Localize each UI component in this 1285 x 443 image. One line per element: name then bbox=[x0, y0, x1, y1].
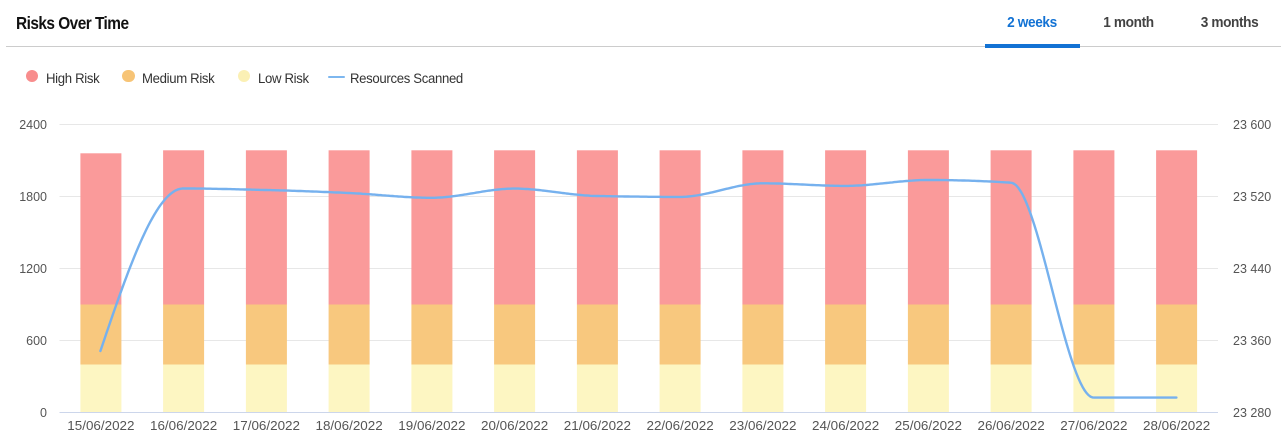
svg-text:17/06/2022: 17/06/2022 bbox=[233, 418, 300, 433]
svg-text:24/06/2022: 24/06/2022 bbox=[812, 418, 879, 433]
svg-text:15/06/2022: 15/06/2022 bbox=[67, 418, 134, 433]
svg-text:23 600: 23 600 bbox=[1233, 118, 1271, 132]
svg-text:26/06/2022: 26/06/2022 bbox=[978, 418, 1045, 433]
svg-text:19/06/2022: 19/06/2022 bbox=[398, 418, 465, 433]
svg-text:23 280: 23 280 bbox=[1233, 406, 1271, 420]
svg-text:2400: 2400 bbox=[19, 118, 47, 132]
svg-text:1800: 1800 bbox=[19, 190, 47, 204]
svg-text:28/06/2022: 28/06/2022 bbox=[1143, 418, 1210, 433]
svg-text:27/06/2022: 27/06/2022 bbox=[1060, 418, 1127, 433]
svg-text:23 360: 23 360 bbox=[1233, 334, 1271, 348]
svg-text:600: 600 bbox=[26, 334, 47, 348]
svg-text:16/06/2022: 16/06/2022 bbox=[150, 418, 217, 433]
svg-text:23 440: 23 440 bbox=[1233, 262, 1271, 276]
svg-text:18/06/2022: 18/06/2022 bbox=[316, 418, 383, 433]
svg-text:20/06/2022: 20/06/2022 bbox=[481, 418, 548, 433]
svg-text:21/06/2022: 21/06/2022 bbox=[564, 418, 631, 433]
svg-text:23 520: 23 520 bbox=[1233, 190, 1271, 204]
svg-text:0: 0 bbox=[40, 406, 47, 420]
svg-text:1200: 1200 bbox=[19, 262, 47, 276]
svg-text:25/06/2022: 25/06/2022 bbox=[895, 418, 962, 433]
svg-text:23/06/2022: 23/06/2022 bbox=[729, 418, 796, 433]
svg-text:22/06/2022: 22/06/2022 bbox=[647, 418, 714, 433]
